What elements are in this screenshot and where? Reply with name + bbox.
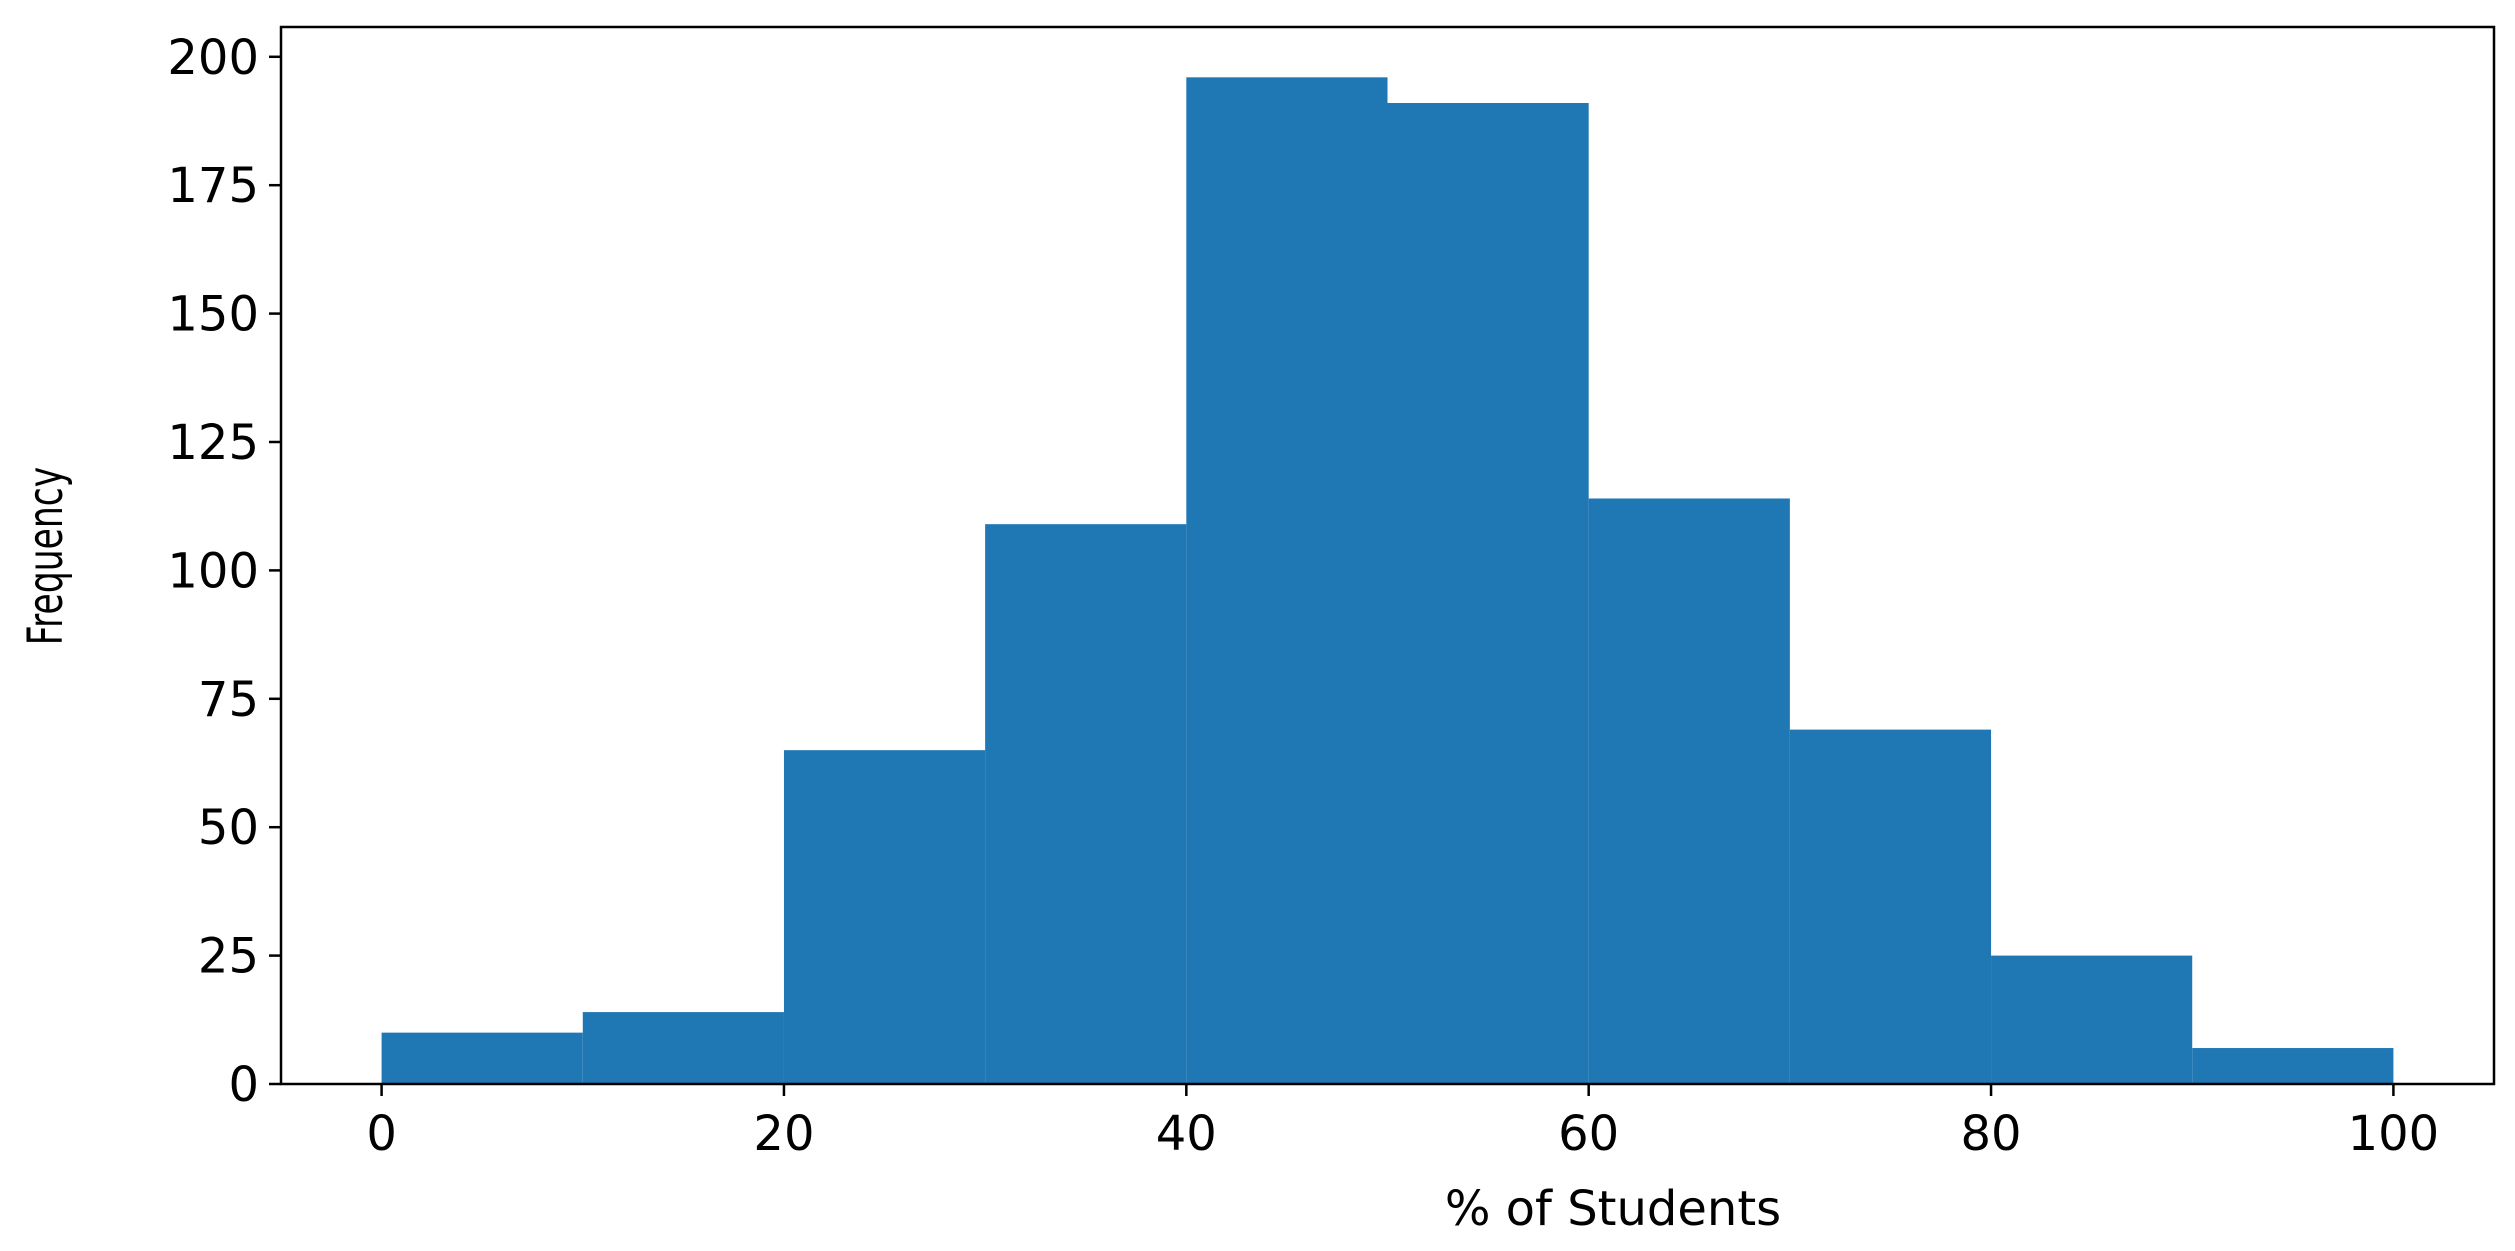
bar xyxy=(1387,103,1589,1084)
y-tick-label: 150 xyxy=(167,287,259,343)
bar xyxy=(1588,498,1790,1084)
bar xyxy=(1991,955,2193,1084)
y-tick-label: 100 xyxy=(167,543,259,599)
bar xyxy=(582,1012,784,1084)
bar xyxy=(1789,729,1992,1084)
y-tick-label: 50 xyxy=(198,800,259,856)
bar xyxy=(1186,77,1388,1085)
y-tick-label: 200 xyxy=(167,30,259,86)
y-tick-label: 75 xyxy=(198,672,259,728)
x-tick-label: 80 xyxy=(1961,1106,2022,1162)
bar xyxy=(381,1032,583,1084)
axes-frame xyxy=(279,25,2496,1086)
x-tick-label: 0 xyxy=(366,1106,397,1162)
bar xyxy=(985,524,1187,1084)
x-tick-label: 60 xyxy=(1558,1106,1619,1162)
y-tick-label: 0 xyxy=(228,1057,259,1113)
y-tick-label: 125 xyxy=(167,415,259,471)
x-axis-label: % of Students xyxy=(1445,1181,1781,1237)
y-tick-label: 175 xyxy=(167,158,259,214)
x-tick-label: 20 xyxy=(753,1106,814,1162)
bar xyxy=(783,750,986,1084)
bar xyxy=(2192,1048,2394,1084)
x-tick-label: 100 xyxy=(2348,1106,2440,1162)
x-tick-label: 40 xyxy=(1156,1106,1217,1162)
y-axis-label: Frequency xyxy=(17,467,73,646)
y-tick-label: 25 xyxy=(198,929,259,985)
